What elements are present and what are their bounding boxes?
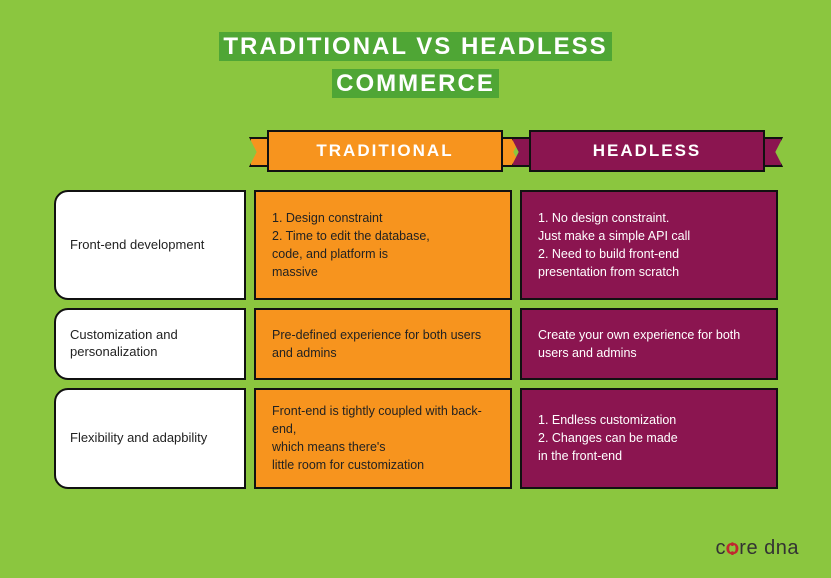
page-title: TRADITIONAL VS HEADLESS COMMERCE [0, 0, 831, 102]
cell-text: 1. Design constraint 2. Time to edit the… [272, 209, 430, 282]
row-label: Flexibility and adapbility [54, 388, 246, 489]
table-rows: Front-end development 1. Design constrai… [54, 190, 778, 489]
row-label-text: Flexibility and adapbility [70, 430, 207, 447]
banner-traditional-label: TRADITIONAL [316, 141, 453, 161]
table-row: Customization and personalization Pre-de… [54, 308, 778, 380]
banner-headless-label: HEADLESS [593, 141, 702, 161]
logo-o-glyph: ѻ [726, 537, 739, 559]
cell-headless: 1. No design constraint. Just make a sim… [520, 190, 778, 300]
row-label-text: Front-end development [70, 237, 204, 254]
title-line-1: TRADITIONAL VS HEADLESS [219, 32, 611, 61]
banner-traditional: TRADITIONAL [267, 130, 503, 172]
cell-text: Front-end is tightly coupled with back-e… [272, 402, 496, 475]
cell-traditional: Pre-defined experience for both users an… [254, 308, 512, 380]
cell-headless: 1. Endless customization 2. Changes can … [520, 388, 778, 489]
logo-post: re dna [739, 537, 799, 559]
ribbon-right-icon [761, 137, 783, 167]
cell-traditional: 1. Design constraint 2. Time to edit the… [254, 190, 512, 300]
cell-text: 1. Endless customization 2. Changes can … [538, 411, 678, 465]
comparison-table: TRADITIONAL HEADLESS Front-end developme… [54, 130, 778, 489]
header-spacer [54, 130, 254, 178]
row-label: Front-end development [54, 190, 246, 300]
brand-logo: cѻre dna [716, 537, 799, 560]
cell-headless: Create your own experience for both user… [520, 308, 778, 380]
header-headless: HEADLESS [516, 130, 778, 178]
logo-pre: c [716, 537, 727, 559]
cell-text: Create your own experience for both user… [538, 326, 762, 362]
title-line-2: COMMERCE [332, 69, 499, 98]
cell-traditional: Front-end is tightly coupled with back-e… [254, 388, 512, 489]
cell-text: Pre-defined experience for both users an… [272, 326, 496, 362]
table-row: Front-end development 1. Design constrai… [54, 190, 778, 300]
header-traditional: TRADITIONAL [254, 130, 516, 178]
row-label: Customization and personalization [54, 308, 246, 380]
row-label-text: Customization and personalization [70, 327, 230, 361]
cell-text: 1. No design constraint. Just make a sim… [538, 209, 690, 282]
table-row: Flexibility and adapbility Front-end is … [54, 388, 778, 489]
banner-headless: HEADLESS [529, 130, 765, 172]
column-headers: TRADITIONAL HEADLESS [54, 130, 778, 178]
